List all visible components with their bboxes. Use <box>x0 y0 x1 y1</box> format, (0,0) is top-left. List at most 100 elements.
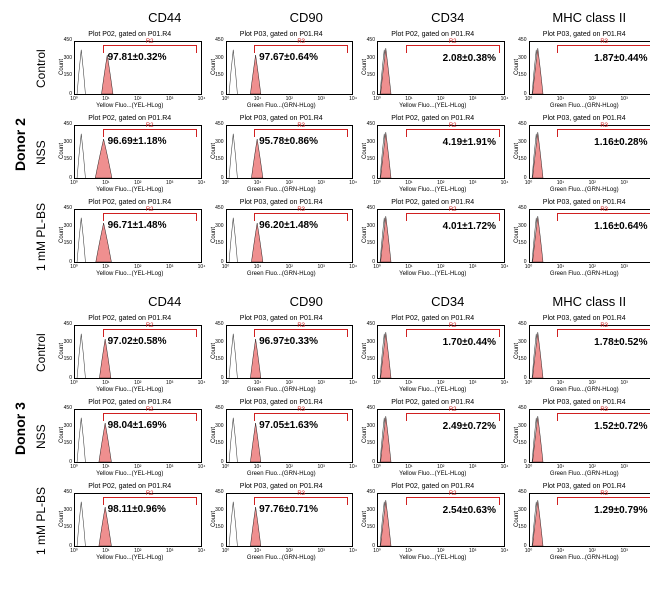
y-ticks: 0150300450 <box>214 493 224 547</box>
plot-frame: R297.81±0.32% <box>74 41 202 95</box>
gate-label: R2 <box>449 323 457 329</box>
percentage-value: 97.05±1.63% <box>259 420 318 431</box>
flow-plot: Plot P03, gated on P01.R4Count0150300450… <box>511 397 650 477</box>
x-ticks: 10⁰10¹10²10³10⁴ <box>529 180 650 186</box>
y-ticks: 0150300450 <box>365 41 375 95</box>
flow-plot: Plot P02, gated on P01.R4Count0150300450… <box>56 481 204 561</box>
x-ticks: 10⁰10¹10²10³10⁴ <box>74 96 202 102</box>
gate-label: R2 <box>146 407 154 413</box>
flow-plot: Plot P02, gated on P01.R4Count0150300450… <box>359 397 507 477</box>
flow-plot: Plot P02, gated on P01.R4Count0150300450… <box>56 397 204 477</box>
y-ticks: 0150300450 <box>517 209 527 263</box>
gate-marker: R3 <box>557 129 650 137</box>
x-ticks: 10⁰10¹10²10³10⁴ <box>529 96 650 102</box>
y-ticks: 0150300450 <box>62 41 72 95</box>
gate-marker: R3 <box>557 413 650 421</box>
x-axis-label: Green Fluo...(GRN-HLog) <box>247 555 316 561</box>
y-ticks: 0150300450 <box>365 325 375 379</box>
donor-block: Donor 3CD44CD90CD34MHC class IIControlPl… <box>10 294 650 563</box>
plot-frame: R24.19±1.91% <box>377 125 505 179</box>
percentage-value: 98.04±1.69% <box>108 420 167 431</box>
condition-label: Control <box>32 311 50 395</box>
y-ticks: 0150300450 <box>62 409 72 463</box>
plot-title: Plot P03, gated on P01.R4 <box>240 483 323 490</box>
gate-label: R3 <box>297 407 305 413</box>
x-ticks: 10⁰10¹10²10³10⁴ <box>74 464 202 470</box>
y-ticks: 0150300450 <box>62 209 72 263</box>
marker-header: CD34 <box>377 294 519 311</box>
plot-title: Plot P03, gated on P01.R4 <box>543 115 626 122</box>
percentage-value: 2.49±0.72% <box>443 421 496 432</box>
x-ticks: 10⁰10¹10²10³10⁴ <box>226 548 354 554</box>
gate-marker: R2 <box>406 213 500 221</box>
gate-label: R2 <box>449 123 457 129</box>
gate-label: R2 <box>449 39 457 45</box>
percentage-value: 1.78±0.52% <box>594 337 647 348</box>
plot-frame: R3 97.05±1.63% <box>226 409 354 463</box>
y-ticks: 0150300450 <box>517 41 527 95</box>
percentage-value: 1.16±0.28% <box>594 137 647 148</box>
plot-frame: R2 98.11±0.96% <box>74 493 202 547</box>
percentage-value: 4.01±1.72% <box>443 221 496 232</box>
percentage-value: 1.70±0.44% <box>443 337 496 348</box>
gate-label: R3 <box>600 207 608 213</box>
y-ticks: 0150300450 <box>365 409 375 463</box>
y-ticks: 0150300450 <box>62 493 72 547</box>
y-ticks: 0150300450 <box>214 41 224 95</box>
percentage-value: 1.16±0.64% <box>594 221 647 232</box>
x-ticks: 10⁰10¹10²10³10⁴ <box>226 96 354 102</box>
plot-title: Plot P02, gated on P01.R4 <box>88 199 171 206</box>
plot-title: Plot P03, gated on P01.R4 <box>240 115 323 122</box>
plot-frame: R296.69±1.18% <box>74 125 202 179</box>
flow-plot: Plot P02, gated on P01.R4Count0150300450… <box>56 313 204 393</box>
gate-label: R2 <box>146 491 154 497</box>
gate-label: R2 <box>146 39 154 45</box>
y-ticks: 0150300450 <box>365 493 375 547</box>
x-axis-label: Green Fluo...(GRN-HLog) <box>247 187 316 193</box>
percentage-value: 98.11±0.96% <box>108 504 166 515</box>
plot-title: Plot P03, gated on P01.R4 <box>543 399 626 406</box>
x-axis-label: Yellow Fluo...(YEL-HLog) <box>399 471 466 477</box>
flow-plot: Plot P02, gated on P01.R4Count0150300450… <box>359 313 507 393</box>
y-ticks: 0150300450 <box>214 209 224 263</box>
gate-label: R3 <box>600 323 608 329</box>
x-axis-label: Green Fluo...(GRN-HLog) <box>550 271 619 277</box>
plot-frame: R2 98.04±1.69% <box>74 409 202 463</box>
plot-title: Plot P02, gated on P01.R4 <box>88 315 171 322</box>
percentage-value: 97.67±0.64% <box>259 52 318 63</box>
plot-title: Plot P02, gated on P01.R4 <box>391 315 474 322</box>
x-axis-label: Yellow Fluo...(YEL-HLog) <box>96 387 163 393</box>
plot-frame: R397.76±0.71% <box>226 493 354 547</box>
condition-label: Control <box>32 27 50 111</box>
flow-plot: Plot P02, gated on P01.R4Count0150300450… <box>56 29 204 109</box>
y-ticks: 0150300450 <box>517 493 527 547</box>
percentage-value: 97.76±0.71% <box>259 504 318 515</box>
x-ticks: 10⁰10¹10²10³10⁴ <box>226 464 354 470</box>
plot-frame: R3 1.78±0.52% <box>529 325 650 379</box>
x-ticks: 10⁰10¹10²10³10⁴ <box>377 464 505 470</box>
plot-title: Plot P02, gated on P01.R4 <box>391 399 474 406</box>
x-axis-label: Yellow Fluo...(YEL-HLog) <box>96 271 163 277</box>
gate-label: R3 <box>600 39 608 45</box>
percentage-value: 96.97±0.33% <box>259 336 318 347</box>
condition-label: 1 mM PL-BS <box>32 479 50 563</box>
x-ticks: 10⁰10¹10²10³10⁴ <box>74 380 202 386</box>
plot-title: Plot P02, gated on P01.R4 <box>391 31 474 38</box>
plot-title: Plot P02, gated on P01.R4 <box>88 399 171 406</box>
y-ticks: 0150300450 <box>62 325 72 379</box>
x-ticks: 10⁰10¹10²10³10⁴ <box>74 264 202 270</box>
plot-title: Plot P02, gated on P01.R4 <box>88 31 171 38</box>
percentage-value: 97.02±0.58% <box>108 336 167 347</box>
marker-header: CD90 <box>236 294 378 311</box>
flow-plot: Plot P02, gated on P01.R4Count0150300450… <box>359 481 507 561</box>
gate-label: R2 <box>146 207 154 213</box>
plot-frame: R31.87±0.44% <box>529 41 650 95</box>
plot-title: Plot P02, gated on P01.R4 <box>391 199 474 206</box>
gate-marker: R2 <box>406 45 500 53</box>
x-axis-label: Yellow Fluo...(YEL-HLog) <box>399 271 466 277</box>
condition-label: NSS <box>32 395 50 479</box>
x-axis-label: Yellow Fluo...(YEL-HLog) <box>96 103 163 109</box>
x-axis-label: Green Fluo...(GRN-HLog) <box>550 187 619 193</box>
plot-frame: R397.67±0.64% <box>226 41 354 95</box>
plot-title: Plot P03, gated on P01.R4 <box>543 31 626 38</box>
